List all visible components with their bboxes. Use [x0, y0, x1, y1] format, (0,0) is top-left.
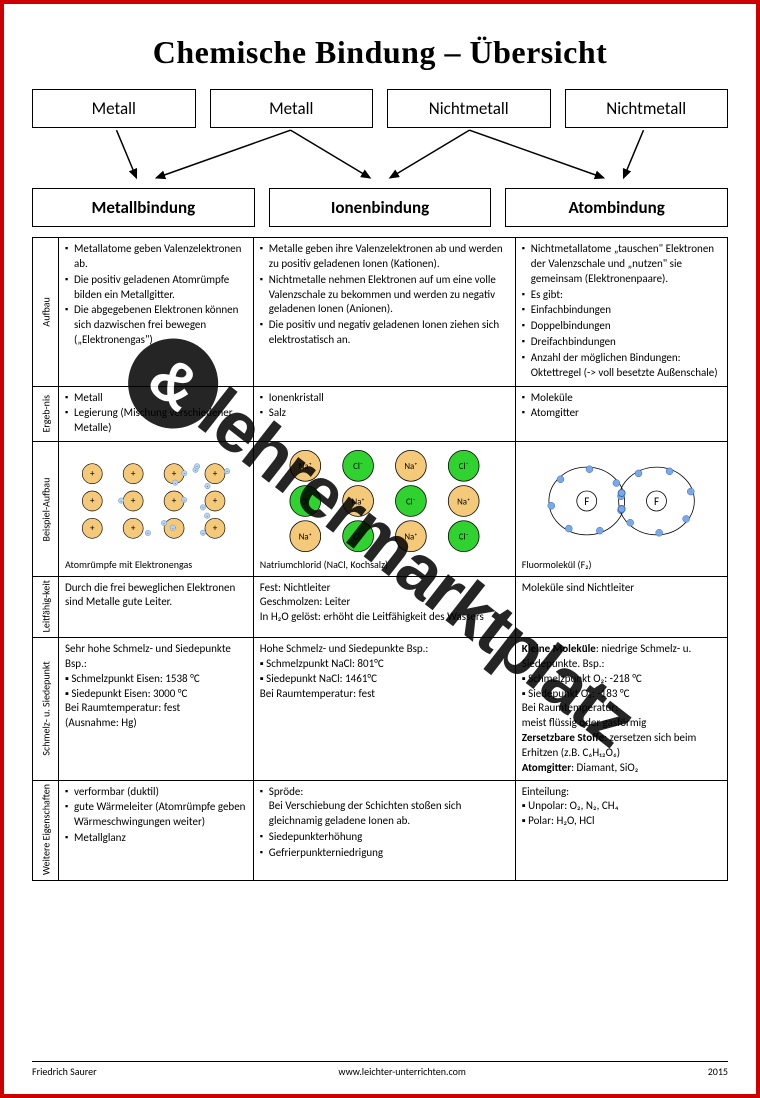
svg-text:+: + — [131, 523, 136, 534]
table-row: Aufbau Metallatome geben Valenzelektrone… — [33, 238, 728, 387]
row-label: Leitfähig-keit — [33, 576, 59, 637]
cell: Durch die frei beweglichen Elektronen si… — [59, 576, 254, 637]
table-row: Schmelz- u. Siedepunkt Sehr hohe Schmelz… — [33, 637, 728, 780]
svg-text:+: + — [172, 496, 177, 507]
element-box: Metall — [210, 89, 374, 128]
svg-text:F: F — [654, 495, 659, 508]
svg-text:Na⁺: Na⁺ — [299, 462, 312, 472]
element-box: Nichtmetall — [387, 89, 551, 128]
cell-metall-beispiel: ++++++++++++-------------- Atomrümpfe mi… — [59, 442, 254, 577]
cell: Kleine Moleküle: niedrige Schmelz- u. Si… — [515, 637, 727, 780]
svg-text:Na⁺: Na⁺ — [404, 462, 417, 472]
cell-metall-aufbau: Metallatome geben Valenzelektronen ab.Di… — [59, 238, 254, 387]
svg-text:+: + — [213, 496, 218, 507]
svg-text:+: + — [131, 496, 136, 507]
svg-text:Na⁺: Na⁺ — [299, 533, 312, 543]
svg-text:Na⁺: Na⁺ — [404, 533, 417, 543]
cell: verformbar (duktil)gute Wärmeleiter (Ato… — [59, 780, 254, 880]
bond-type-row: Metallbindung Ionenbindung Atombindung — [32, 188, 728, 227]
svg-text:Cl⁻: Cl⁻ — [459, 462, 469, 472]
row-label: Ergeb-nis — [33, 386, 59, 442]
svg-text:+: + — [90, 496, 95, 507]
cell-atom-ergebnis: MoleküleAtomgitter — [515, 386, 727, 442]
page-title: Chemische Bindung – Übersicht — [32, 34, 728, 71]
top-element-row: Metall Metall Nichtmetall Nichtmetall — [32, 89, 728, 128]
cell-metall-ergebnis: MetallLegierung (Mischung verschiedener … — [59, 386, 254, 442]
bond-box: Metallbindung — [32, 188, 255, 227]
table-row: Beispiel-Aufbau ++++++++++++------------… — [33, 442, 728, 577]
row-label: Schmelz- u. Siedepunkt — [33, 637, 59, 780]
cell-ionen-ergebnis: IonenkristallSalz — [253, 386, 515, 442]
diagram-caption: Atomrümpfe mit Elektronengas — [65, 558, 247, 572]
diagram-caption: Natriumchlorid (NaCl, Kochsalz) — [260, 558, 509, 572]
element-box: Nichtmetall — [565, 89, 729, 128]
svg-text:+: + — [172, 469, 177, 480]
ionic-lattice-diagram: Na⁺ Cl⁻ Na⁺ Cl⁻ Cl⁻ Na⁺ Cl⁻ Na⁺ Na⁺ Cl⁻ Na⁺ Cl⁻ — [260, 446, 509, 556]
cell-atom-aufbau: Nichtmetallatome „tauschen" Elektronen d… — [515, 238, 727, 387]
bond-box: Ionenbindung — [269, 188, 492, 227]
comparison-table: Aufbau Metallatome geben Valenzelektrone… — [32, 237, 728, 881]
cell: Spröde:Bei Verschiebung der Schichten st… — [253, 780, 515, 880]
cell: Einteilung:▪ Unpolar: O₂, N₂, CH₄▪ Polar… — [515, 780, 727, 880]
cell-ionen-beispiel: Na⁺ Cl⁻ Na⁺ Cl⁻ Cl⁻ Na⁺ Cl⁻ Na⁺ Na⁺ Cl⁻ Na⁺ Cl⁻ Nat… — [253, 442, 515, 577]
svg-text:+: + — [90, 469, 95, 480]
svg-text:Cl⁻: Cl⁻ — [353, 533, 363, 543]
footer-url: www.leichter-unterrichten.com — [338, 1065, 466, 1078]
cell: Fest: NichtleiterGeschmolzen: LeiterIn H… — [253, 576, 515, 637]
svg-text:Na⁺: Na⁺ — [351, 497, 364, 507]
cell-ionen-aufbau: Metalle geben ihre Valenzelektronen ab u… — [253, 238, 515, 387]
table-row: Ergeb-nis MetallLegierung (Mischung vers… — [33, 386, 728, 442]
bond-box: Atombindung — [505, 188, 728, 227]
svg-text:Cl⁻: Cl⁻ — [300, 497, 310, 507]
svg-text:+: + — [213, 469, 218, 480]
footer-year: 2015 — [708, 1065, 728, 1078]
cell-atom-beispiel: FF Fluormolekül (F₂) — [515, 442, 727, 577]
svg-text:Na⁺: Na⁺ — [457, 497, 470, 507]
cell: Sehr hohe Schmelz- und Siedepunkte Bsp.:… — [59, 637, 254, 780]
row-label: Weitere Eigenschaften — [33, 780, 59, 880]
diagram-caption: Fluormolekül (F₂) — [522, 558, 721, 572]
svg-text:+: + — [131, 469, 136, 480]
table-row: Leitfähig-keit Durch die frei bewegliche… — [33, 576, 728, 637]
row-label: Beispiel-Aufbau — [33, 442, 59, 577]
svg-text:+: + — [90, 523, 95, 534]
metal-lattice-diagram: ++++++++++++-------------- — [65, 446, 247, 556]
cell: Moleküle sind Nichtleiter — [515, 576, 727, 637]
molecule-diagram: FF — [522, 446, 721, 556]
svg-text:+: + — [213, 523, 218, 534]
table-row: Weitere Eigenschaften verformbar (duktil… — [33, 780, 728, 880]
svg-text:Cl⁻: Cl⁻ — [353, 462, 363, 472]
element-box: Metall — [32, 89, 196, 128]
page-footer: Friedrich Saurer www.leichter-unterricht… — [32, 1061, 728, 1078]
row-label: Aufbau — [33, 238, 59, 387]
svg-text:F: F — [584, 495, 589, 508]
footer-author: Friedrich Saurer — [32, 1065, 97, 1078]
arrow-diagram — [32, 128, 728, 188]
svg-text:Cl⁻: Cl⁻ — [459, 533, 469, 543]
svg-text:Cl⁻: Cl⁻ — [406, 497, 416, 507]
cell: Hohe Schmelz- und Siedepunkte Bsp.:▪ Sch… — [253, 637, 515, 780]
